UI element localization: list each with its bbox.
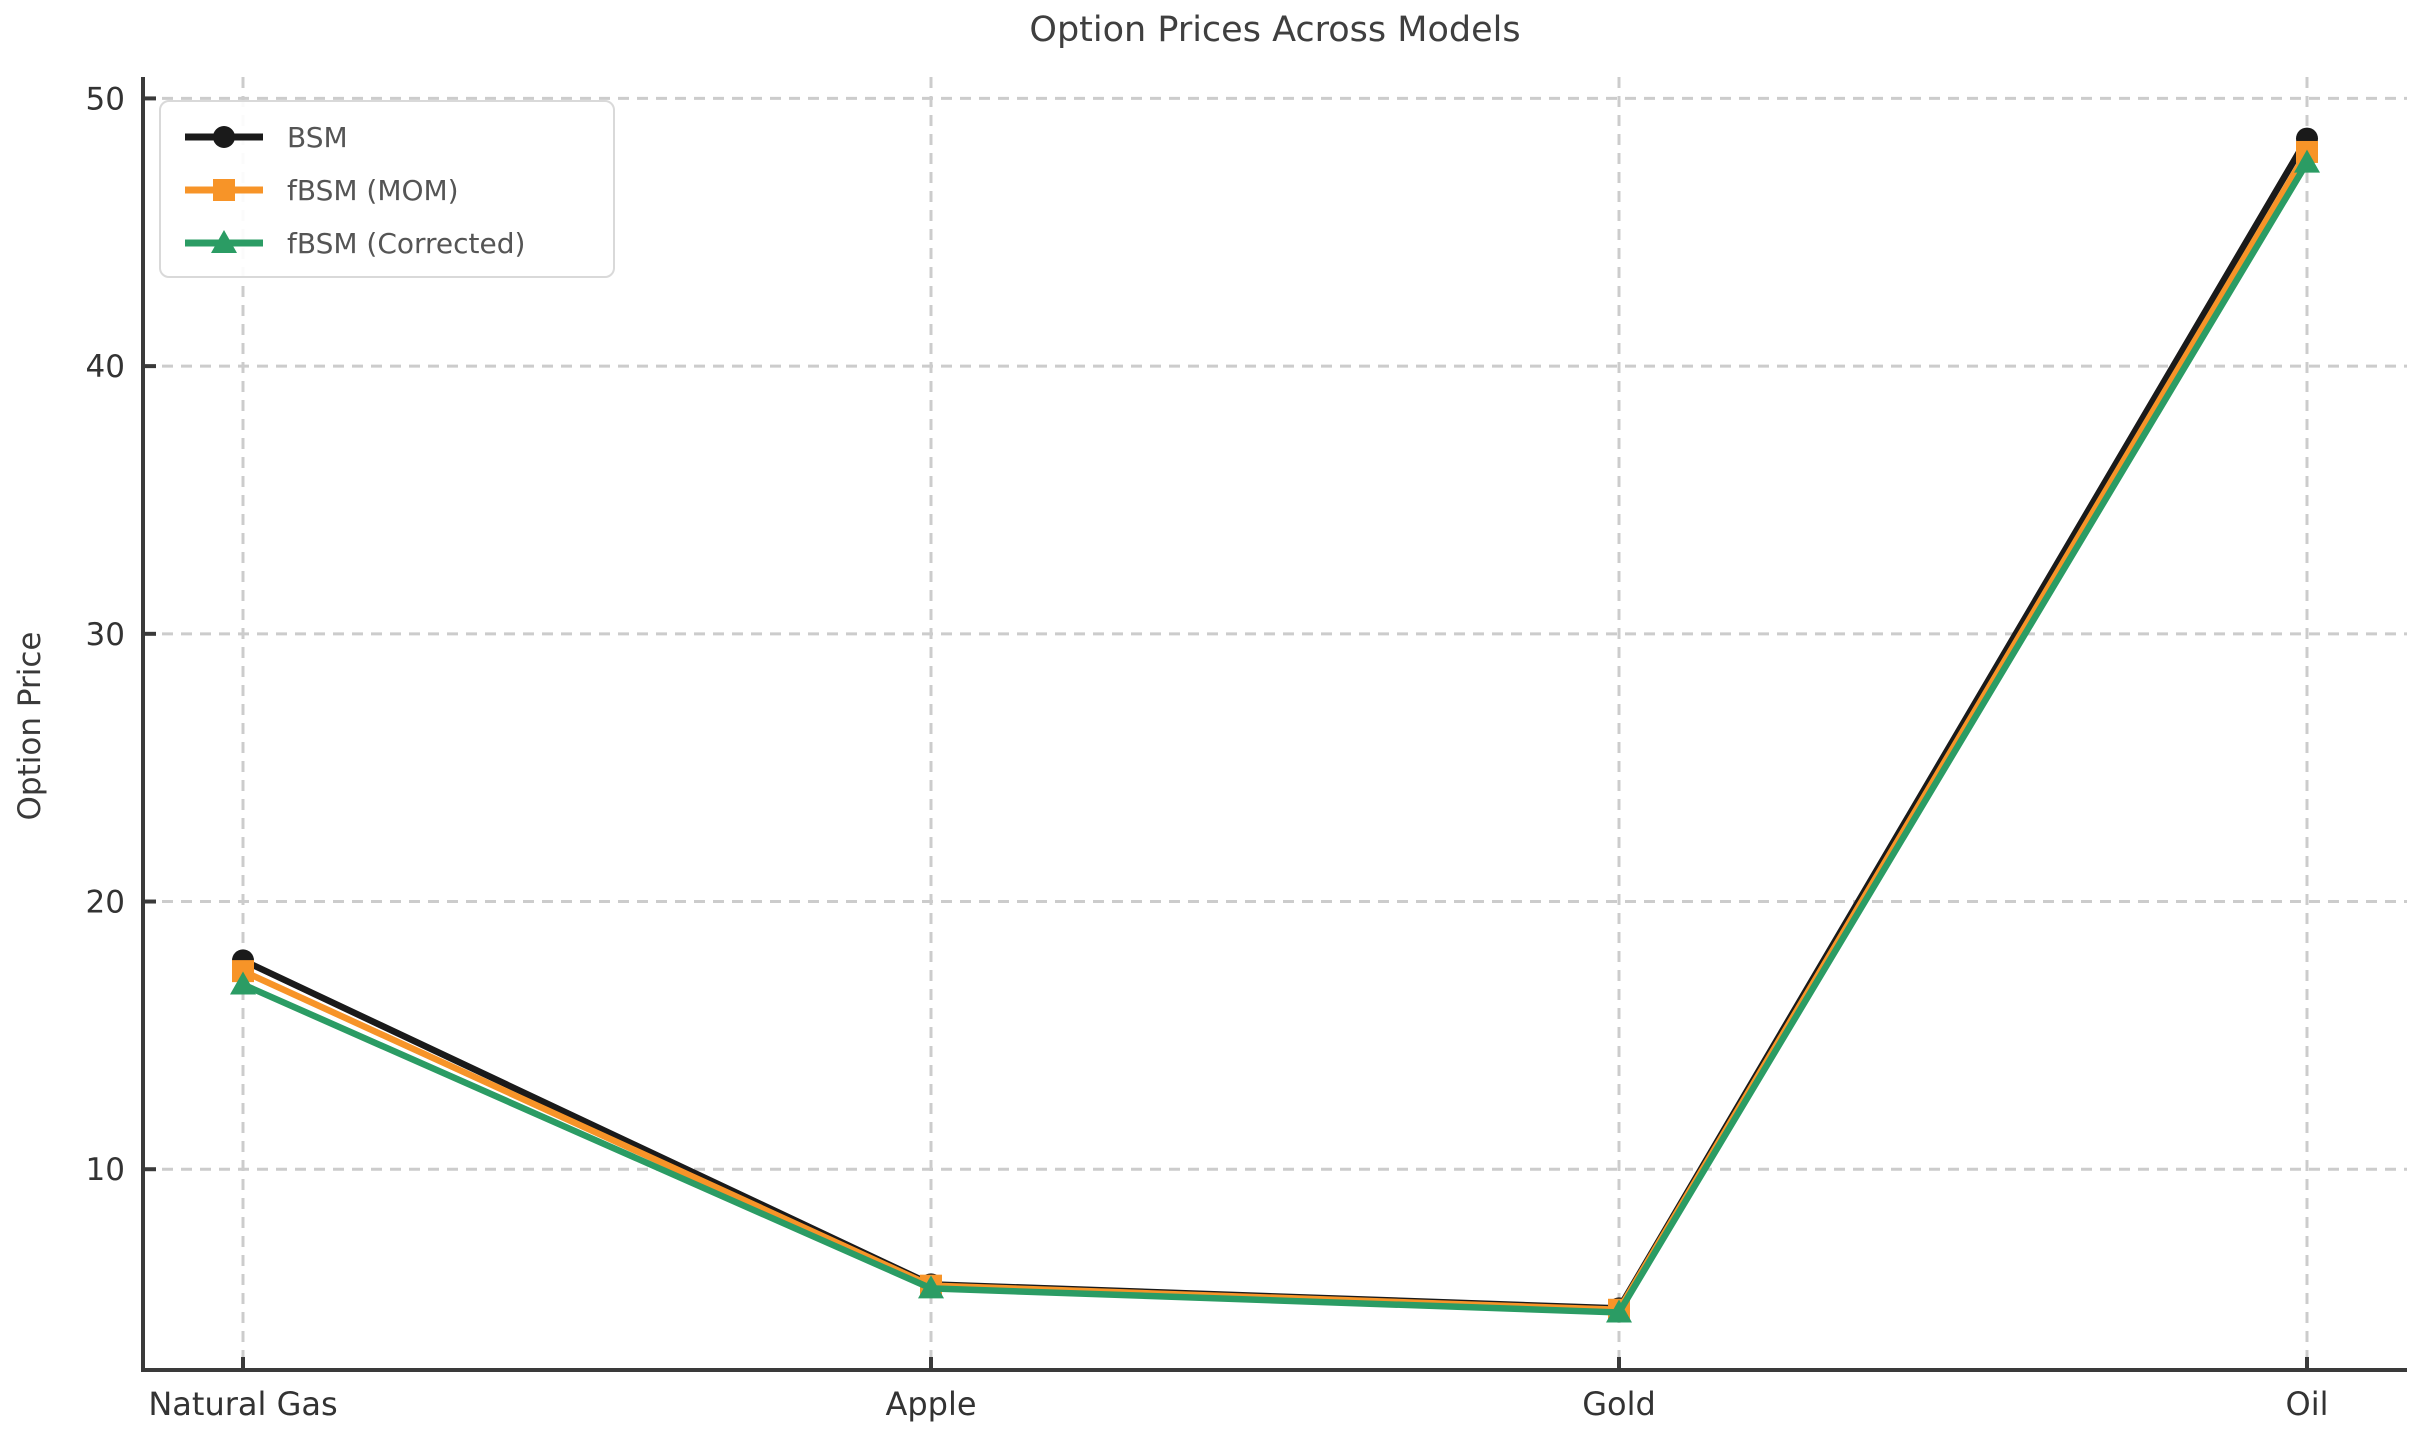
y-tick-label: 40 xyxy=(86,349,125,385)
axes-spines xyxy=(141,77,2407,1372)
legend-item: BSM xyxy=(183,120,589,154)
circle-marker xyxy=(213,126,235,148)
y-tick-label: 20 xyxy=(86,885,125,921)
legend-item: fBSM (MOM) xyxy=(183,173,589,207)
triangle-marker xyxy=(1606,1299,1632,1323)
triangle-marker xyxy=(2294,149,2320,173)
y-tick-label: 30 xyxy=(86,617,125,653)
y-tick-label: 50 xyxy=(86,81,125,117)
series-line xyxy=(239,148,2311,1314)
legend-marker-triangle-icon xyxy=(185,230,263,253)
triangle-marker xyxy=(918,1275,944,1299)
square-marker xyxy=(232,960,254,983)
gridlines xyxy=(143,77,2407,1370)
legend-item: fBSM (Corrected) xyxy=(183,226,589,260)
triangle-marker xyxy=(230,971,256,995)
triangle-marker xyxy=(211,230,237,253)
x-tick-label: Gold xyxy=(1582,1385,1656,1423)
x-tick-label: Apple xyxy=(885,1385,976,1423)
legend-marker-circle-icon xyxy=(185,126,263,148)
legend-marker-square-icon xyxy=(185,179,263,201)
series-bsm xyxy=(232,127,2318,1320)
x-tick-label: Oil xyxy=(2286,1385,2329,1423)
legend: BSM fBSM (MOM) fBSM (Corrected) xyxy=(159,100,615,278)
legend-label: fBSM (Corrected) xyxy=(287,226,526,260)
series-line xyxy=(239,159,2311,1316)
series-fbsm-mom xyxy=(232,140,2318,1321)
y-tick-label: 10 xyxy=(86,1152,125,1188)
series-line xyxy=(239,135,2311,1312)
legend-label: fBSM (MOM) xyxy=(287,173,459,207)
x-tick-label: Natural Gas xyxy=(148,1385,337,1423)
series-fbsm-corrected xyxy=(230,149,2320,1323)
square-marker xyxy=(213,179,235,201)
tick-marks xyxy=(143,96,2309,1370)
legend-label: BSM xyxy=(287,120,348,154)
chart-title: Option Prices Across Models xyxy=(1029,10,1521,50)
